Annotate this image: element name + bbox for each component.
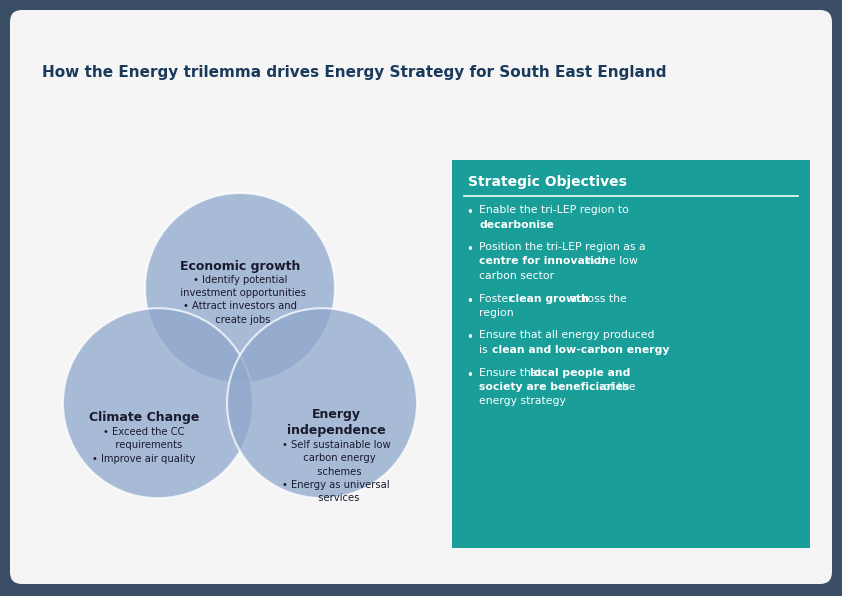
- Text: across the: across the: [567, 293, 626, 303]
- Circle shape: [145, 193, 335, 383]
- Text: energy strategy: energy strategy: [479, 396, 566, 406]
- Text: Enable the tri-LEP region to: Enable the tri-LEP region to: [479, 205, 629, 215]
- Text: carbon sector: carbon sector: [479, 271, 554, 281]
- Text: society are beneficiaries: society are beneficiaries: [479, 382, 629, 392]
- Text: Ensure that all energy produced: Ensure that all energy produced: [479, 331, 654, 340]
- Text: Climate Change: Climate Change: [88, 411, 200, 424]
- Text: Economic growth: Economic growth: [180, 260, 301, 273]
- Circle shape: [227, 308, 417, 498]
- Circle shape: [63, 308, 253, 498]
- Text: local people and: local people and: [530, 368, 631, 377]
- Text: Ensure that: Ensure that: [479, 368, 546, 377]
- Text: is: is: [479, 345, 491, 355]
- Text: • Exceed the CC
   requirements
• Improve air quality: • Exceed the CC requirements • Improve a…: [93, 427, 195, 464]
- Text: •: •: [466, 243, 473, 256]
- Text: in the low: in the low: [580, 256, 637, 266]
- FancyBboxPatch shape: [452, 160, 810, 548]
- Text: of the: of the: [600, 382, 636, 392]
- Text: •: •: [466, 368, 473, 381]
- Text: decarbonise: decarbonise: [479, 219, 554, 229]
- Text: Strategic Objectives: Strategic Objectives: [468, 175, 627, 189]
- Text: clean and low-carbon energy: clean and low-carbon energy: [492, 345, 669, 355]
- Text: • Identify potential
  investment opportunities
• Attract investors and
  create: • Identify potential investment opportun…: [174, 275, 306, 325]
- Text: Foster: Foster: [479, 293, 516, 303]
- Text: Energy
independence: Energy independence: [286, 408, 386, 437]
- Text: centre for innovation: centre for innovation: [479, 256, 609, 266]
- Text: How the Energy trilemma drives Energy Strategy for South East England: How the Energy trilemma drives Energy St…: [42, 65, 667, 80]
- Text: •: •: [466, 294, 473, 308]
- Text: region: region: [479, 308, 514, 318]
- Text: •: •: [466, 331, 473, 344]
- Text: Position the tri-LEP region as a: Position the tri-LEP region as a: [479, 242, 646, 252]
- Text: • Self sustainable low
  carbon energy
  schemes
• Energy as universal
  service: • Self sustainable low carbon energy sch…: [282, 440, 391, 503]
- Text: clean growth: clean growth: [509, 293, 589, 303]
- Text: •: •: [466, 206, 473, 219]
- FancyBboxPatch shape: [10, 10, 832, 584]
